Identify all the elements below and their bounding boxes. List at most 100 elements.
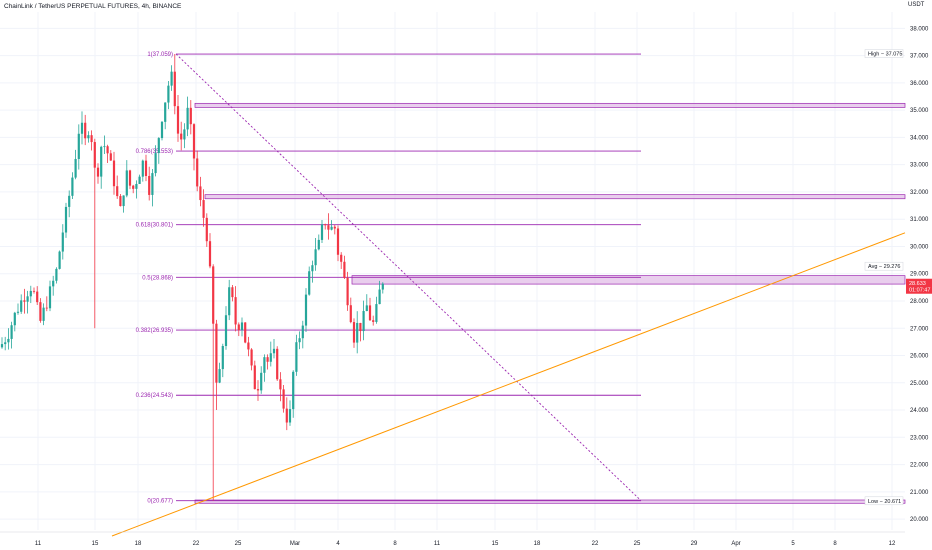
candle-body — [84, 122, 87, 139]
time-axis-label: 15 — [492, 541, 499, 547]
candle-body — [125, 170, 128, 196]
candle-body — [55, 268, 58, 281]
candle-body — [154, 153, 157, 174]
time-axis-label: 8 — [833, 541, 837, 547]
candle-body — [320, 224, 324, 240]
candle-body — [71, 177, 74, 196]
candle-body — [58, 251, 61, 269]
candle-body — [64, 206, 68, 233]
price-tag-label: Avg − 29.276 — [868, 264, 900, 270]
price-axis-label: 24.000 — [910, 408, 929, 414]
candle-body — [52, 280, 55, 287]
candle-body — [218, 369, 221, 383]
candle-body — [231, 287, 234, 298]
candle-body — [263, 357, 266, 373]
candle-body — [87, 135, 90, 139]
price-axis-label: 22.000 — [910, 463, 929, 469]
candle-body — [196, 158, 199, 187]
candle-body — [256, 389, 260, 391]
time-axis-label: 12 — [889, 541, 896, 547]
candle-body — [292, 371, 295, 410]
fibonacci-levels: 1(37.059) 0.786(35.553) 0.618(30.801) 0.5(2… — [136, 52, 641, 505]
candle-body — [330, 226, 333, 230]
price-axis-label: 38.000 — [910, 26, 929, 32]
candle-body — [260, 372, 263, 391]
time-axis-label: 22 — [193, 541, 200, 547]
candle-body — [141, 160, 144, 177]
candle-body — [116, 186, 119, 197]
price-tag-label: Low − 20.671 — [868, 499, 901, 505]
candle-body — [295, 342, 298, 372]
candle-body — [340, 254, 343, 262]
candle-body — [183, 129, 186, 140]
candle-body — [285, 408, 288, 423]
candle-body — [61, 232, 64, 252]
time-axis: 11 15 18 22 25 Mar 4 8 11 15 18 22 25 29 Apr 5 8 12 — [0, 531, 905, 547]
resistance-zone — [194, 102, 906, 108]
chart-grid — [0, 12, 905, 530]
ascending-trendline — [111, 232, 906, 537]
candle-body — [368, 305, 372, 321]
currency-label: USDT — [908, 2, 925, 8]
price-tag-label: High − 37.075 — [868, 52, 902, 58]
candle-body — [343, 261, 346, 278]
price-axis-label: 33.000 — [910, 163, 929, 169]
price-axis-label: 32.000 — [910, 190, 929, 196]
candle-body — [100, 146, 103, 177]
time-axis-label: 11 — [434, 541, 441, 547]
price-axis-label: 21.000 — [910, 490, 929, 496]
candle-body — [301, 325, 304, 339]
candle-body — [119, 196, 122, 207]
candle-body — [324, 224, 327, 226]
candle-body — [128, 170, 132, 186]
candle-body — [276, 348, 279, 380]
fib-label: 0.236(24.543) — [136, 393, 173, 399]
candle-body — [333, 226, 336, 229]
candle-body — [224, 315, 228, 347]
candle-body — [375, 304, 378, 322]
price-axis: 38.000 37.000 36.000 35.000 34.000 33.000 32.0… — [910, 26, 929, 523]
resistance-zone — [194, 499, 906, 504]
candle-body — [378, 289, 381, 305]
price-axis-label: 37.000 — [910, 54, 929, 60]
candle-body — [269, 353, 272, 362]
time-axis-label: 5 — [791, 541, 795, 547]
descending-trendline — [175, 53, 642, 501]
resistance-zone — [204, 194, 906, 200]
price-axis-label: 36.000 — [910, 81, 929, 87]
candle-body — [32, 290, 36, 292]
candle-body — [77, 133, 80, 159]
candle-body — [359, 322, 362, 332]
candle-body — [186, 107, 189, 130]
candle-body — [0, 344, 4, 348]
candle-body — [202, 200, 205, 218]
candle-body — [244, 322, 247, 343]
candle-body — [250, 349, 253, 366]
candle-body — [352, 322, 356, 343]
candle-body — [167, 85, 170, 103]
price-axis-label: 34.000 — [910, 135, 929, 141]
candle-body — [109, 153, 112, 161]
price-axis-label: 23.000 — [910, 435, 929, 441]
candle-body — [349, 305, 352, 323]
candle-body — [45, 307, 48, 309]
candle-body — [80, 122, 84, 134]
time-axis-label: 8 — [393, 541, 397, 547]
candle-body — [68, 195, 71, 207]
time-axis-label: 15 — [92, 541, 99, 547]
candle-body — [173, 71, 176, 107]
candle-body — [279, 379, 282, 390]
candle-body — [192, 124, 196, 159]
candle-body — [39, 302, 42, 321]
candle-body — [96, 167, 100, 177]
time-axis-label: 4 — [336, 541, 340, 547]
candle-body — [336, 228, 340, 255]
candle-body — [372, 320, 375, 322]
candle-body — [240, 322, 244, 331]
candle-body — [266, 357, 269, 362]
candle-body — [282, 389, 285, 409]
candle-body — [112, 160, 116, 187]
candle-body — [356, 322, 359, 343]
fib-label: 0.786(35.553) — [136, 149, 173, 155]
